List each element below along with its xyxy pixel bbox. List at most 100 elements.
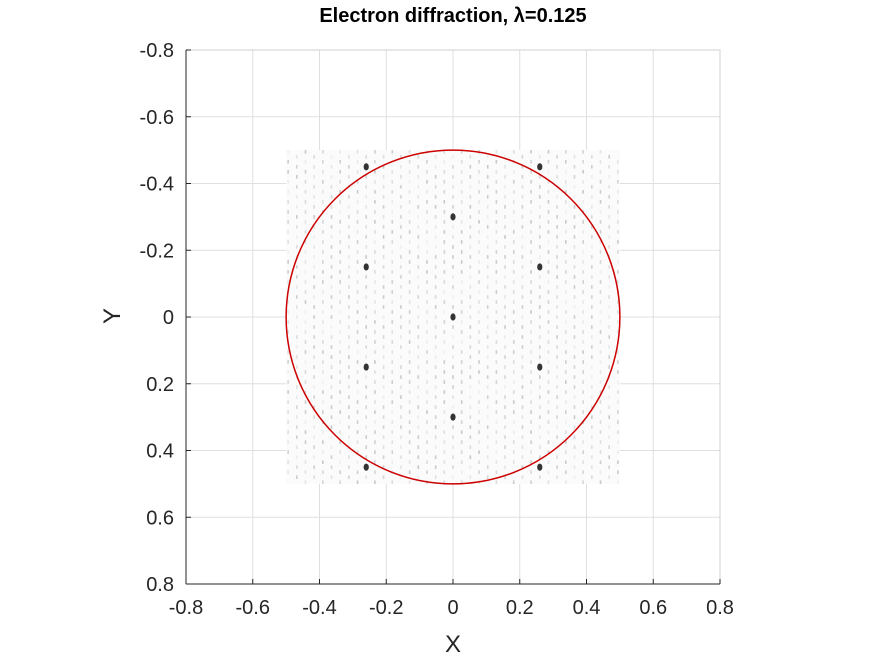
lattice-dot-1264: [608, 405, 610, 409]
lattice-dot-1210: [599, 200, 602, 204]
lattice-dot-766: [478, 450, 480, 454]
lattice-dot-1044: [556, 215, 558, 219]
lattice-dot-291: [356, 390, 359, 394]
lattice-dot-1268: [608, 445, 610, 449]
lattice-dot-1159: [582, 360, 584, 364]
lattice-dot-89: [304, 380, 307, 384]
lattice-dot-517: [417, 305, 420, 309]
lattice-dot-491: [408, 380, 411, 384]
lattice-dot-971: [538, 155, 541, 159]
lattice-dot-962: [530, 400, 532, 404]
lattice-dot-499: [408, 460, 411, 464]
lattice-dot-504: [417, 175, 420, 179]
lattice-dot-346: [374, 270, 376, 274]
lattice-dot-723: [469, 355, 472, 359]
lattice-dot-1218: [599, 280, 602, 284]
lattice-dot-256: [348, 375, 350, 379]
y-tick-label-7: 0.6: [146, 507, 174, 529]
lattice-dot-714: [469, 265, 472, 269]
lattice-dot-1100: [565, 440, 567, 444]
lattice-dot-471: [408, 180, 411, 184]
lattice-dot-985: [538, 295, 541, 299]
lattice-dot-1121: [573, 315, 576, 319]
lattice-dot-941: [530, 190, 532, 194]
lattice-dot-1182: [591, 255, 593, 259]
lattice-dot-787: [486, 325, 489, 329]
lattice-dot-986: [538, 305, 541, 309]
lattice-dot-1006: [547, 170, 550, 174]
lattice-dot-316: [365, 305, 368, 309]
lattice-dot-459: [400, 395, 402, 399]
lattice-dot-503: [417, 165, 420, 169]
lattice-dot-1257: [608, 335, 610, 339]
lattice-dot-778: [486, 235, 489, 239]
lattice-dot-953: [530, 310, 532, 314]
lattice-dot-698: [460, 440, 463, 444]
lattice-dot-897: [512, 420, 515, 424]
lattice-dot-689: [460, 350, 463, 354]
lattice-dot-712: [469, 245, 472, 249]
lattice-dot-997: [538, 415, 541, 419]
lattice-dot-133: [322, 149, 324, 154]
lattice-dot-398: [382, 455, 385, 459]
lattice-dot-895: [512, 400, 515, 404]
y-tick-label-5: 0.2: [146, 374, 174, 396]
x-tick-label-7: 0.6: [639, 597, 667, 619]
lattice-dot-605: [443, 180, 446, 184]
lattice-dot-1158: [582, 350, 584, 354]
lattice-dot-830: [495, 420, 498, 424]
lattice-dot-657: [452, 365, 454, 369]
lattice-dot-1303: [617, 470, 619, 474]
lattice-dot-1072: [565, 160, 567, 164]
lattice-dot-569: [434, 155, 437, 159]
lattice-dot-1298: [617, 420, 619, 424]
lattice-dot-651: [452, 305, 454, 309]
lattice-dot-810: [495, 220, 498, 224]
lattice-dot-179: [330, 275, 333, 279]
lattice-dot-396: [382, 435, 385, 439]
lattice-dot-987: [538, 315, 541, 319]
lattice-dot-774: [486, 195, 489, 199]
lattice-dot-1095: [565, 390, 567, 394]
lattice-dot-342: [374, 230, 376, 234]
lattice-dot-1160: [582, 370, 584, 374]
lattice-dot-615: [443, 280, 446, 284]
lattice-dot-1004: [547, 149, 550, 154]
lattice-dot-1017: [547, 280, 550, 284]
lattice-dot-1195: [591, 385, 593, 389]
lattice-dot-695: [460, 410, 463, 414]
lattice-dot-1162: [582, 390, 584, 394]
lattice-dot-713: [469, 255, 472, 259]
lattice-dot-618: [443, 310, 446, 314]
lattice-dot-387: [382, 345, 385, 349]
lattice-dot-457: [400, 375, 402, 379]
lattice-dot-2: [287, 170, 289, 174]
lattice-dot-269: [356, 170, 359, 174]
lattice-dot-784: [486, 295, 489, 299]
lattice-dot-338: [374, 190, 376, 194]
lattice-dot-612: [443, 250, 446, 254]
lattice-dot-343: [374, 240, 376, 244]
lattice-dot-163: [322, 450, 324, 454]
lattice-dot-929: [521, 405, 524, 409]
lattice-dot-73: [304, 220, 307, 224]
lattice-dot-661: [452, 405, 454, 409]
lattice-dot-1094: [565, 380, 567, 384]
lattice-dot-813: [495, 250, 498, 254]
lattice-dot-515: [417, 285, 420, 289]
lattice-dot-864: [504, 425, 506, 429]
lattice-dot-633: [443, 460, 446, 464]
lattice-dot-729: [469, 415, 472, 419]
lattice-dot-1287: [617, 310, 619, 314]
lattice-dot-70: [304, 190, 307, 194]
lattice-dot-910: [521, 215, 524, 219]
lattice-dot-489: [408, 360, 411, 364]
lattice-dot-621: [443, 340, 446, 344]
lattice-dot-60: [296, 425, 298, 429]
lattice-dot-1145: [582, 220, 584, 224]
lattice-dot-599: [434, 455, 437, 459]
lattice-dot-963: [530, 410, 532, 414]
lattice-dot-977: [538, 215, 541, 219]
lattice-dot-192: [330, 405, 333, 409]
lattice-dot-393: [382, 405, 385, 409]
